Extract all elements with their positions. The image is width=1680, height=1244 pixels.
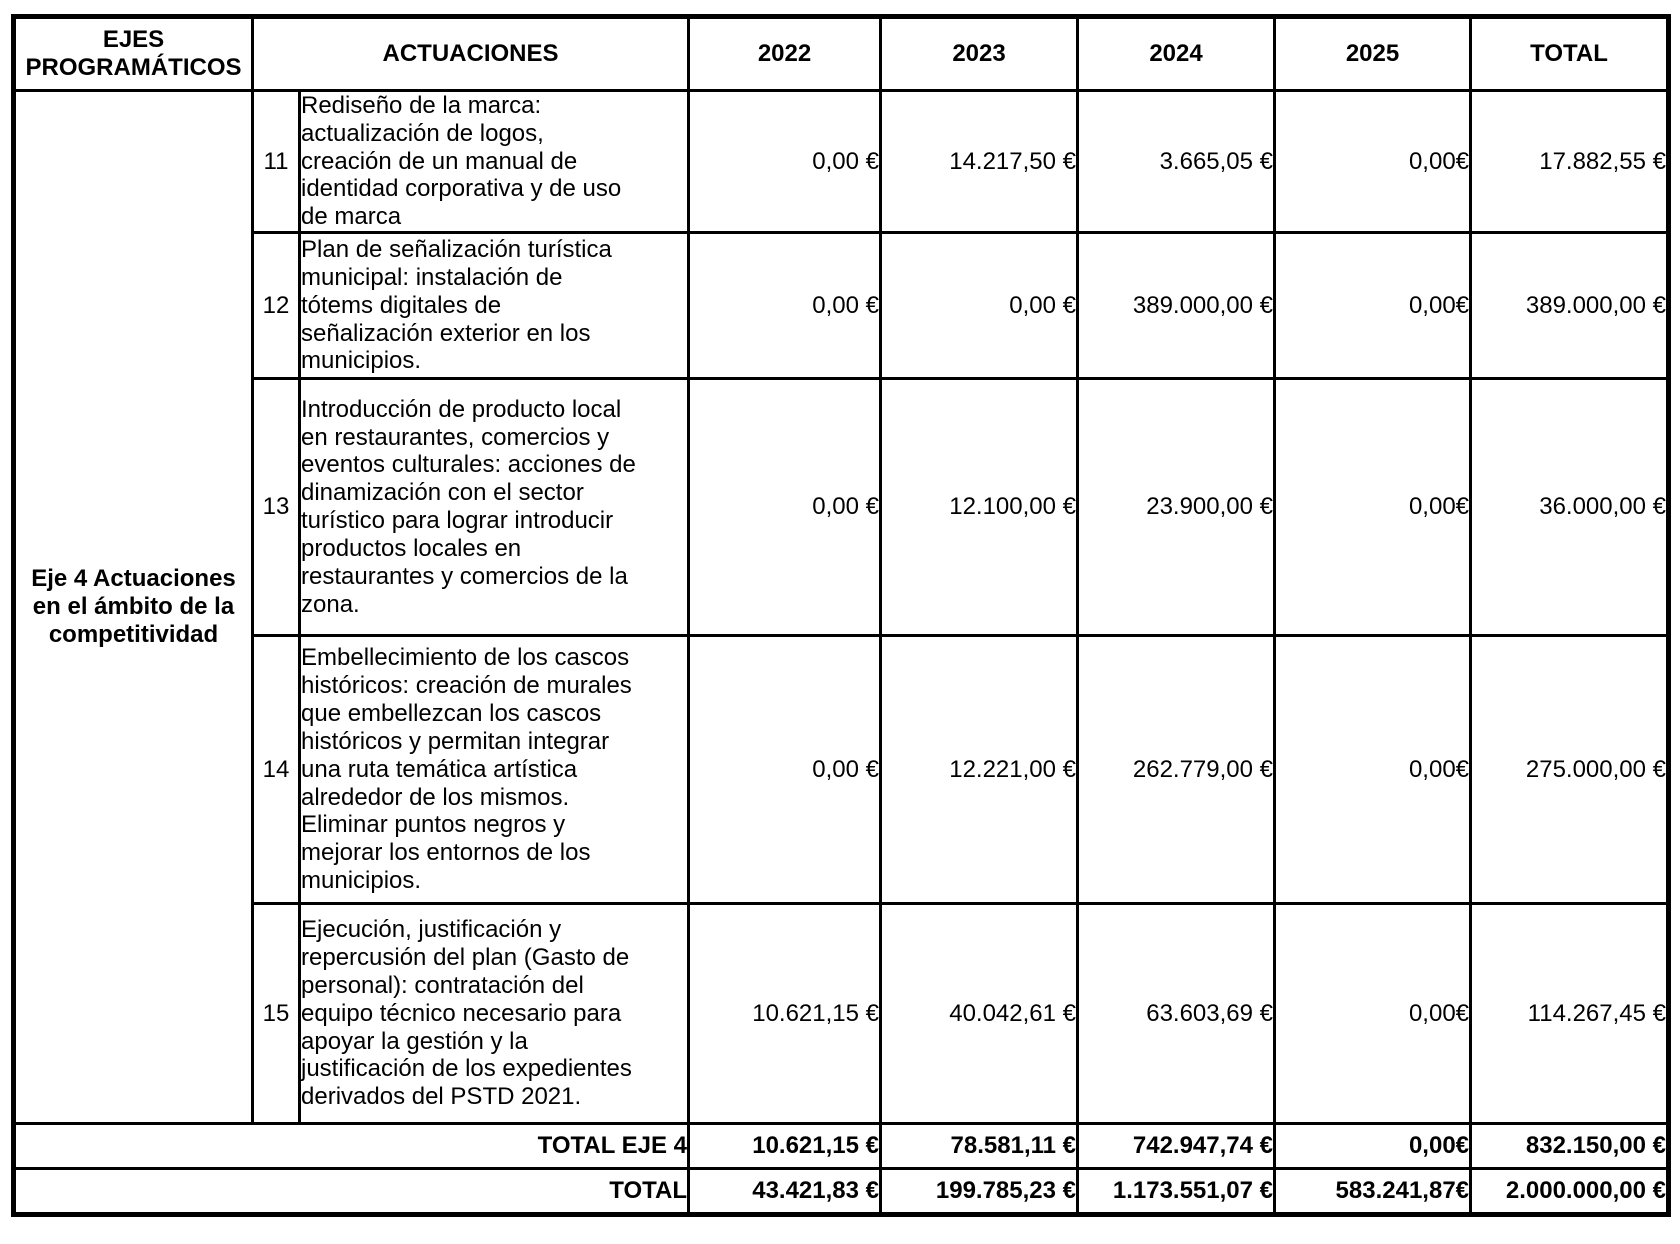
header-2022: 2022 [687,15,883,92]
actuacion-15-2025: 0,00€ [1273,902,1473,1126]
actuacion-14-total: 275.000,00 € [1469,634,1671,906]
actuacion-13-descripcion: Introducción de producto local en restau… [297,377,691,638]
actuacion-14-2025: 0,00€ [1273,634,1473,906]
actuacion-15-descripcion: Ejecución, justificación y repercusión d… [297,902,691,1126]
actuacion-14-2023: 12.221,00 € [879,634,1080,906]
actuacion-14-num: 14 [251,634,301,906]
actuacion-14-2022: 0,00 € [687,634,883,906]
header-ejes-programaticos: EJES PROGRAMÁTICOS [12,15,254,92]
actuacion-14-2024: 262.779,00 € [1076,634,1277,906]
actuacion-14-descripcion: Embellecimiento de los cascos históricos… [297,634,691,906]
grand-total-total: 2.000.000,00 € [1469,1167,1671,1217]
actuacion-11-2022: 0,00 € [687,88,883,235]
header-2023: 2023 [879,15,1080,92]
actuacion-12-2024: 389.000,00 € [1076,231,1277,381]
header-actuaciones: ACTUACIONES [250,15,691,92]
actuacion-13-total: 36.000,00 € [1469,377,1671,638]
total-eje4-total: 832.150,00 € [1469,1122,1671,1171]
table-header-row: EJES PROGRAMÁTICOS ACTUACIONES 2022 2023… [12,15,1671,92]
actuacion-11-2024: 3.665,05 € [1076,88,1277,235]
actuacion-15-2023: 40.042,61 € [879,902,1080,1126]
header-2025: 2025 [1273,15,1473,92]
total-eje4-2025: 0,00€ [1273,1122,1473,1171]
actuacion-15-2022: 10.621,15 € [687,902,883,1126]
actuacion-11-2025: 0,00€ [1273,88,1473,235]
table-row-actuacion-12: 12 Plan de señalización turística munici… [14,231,1671,381]
actuacion-12-2023: 0,00 € [879,231,1080,381]
table-row-actuacion-11: Eje 4 Actuaciones en el ámbito de la com… [12,88,1671,1126]
header-2024: 2024 [1076,15,1277,92]
table-row-actuacion-13: 13 Introducción de producto local en res… [14,377,1671,638]
actuacion-13-num: 13 [251,377,301,638]
actuacion-15-total: 114.267,45 € [1469,902,1671,1126]
actuacion-12-total: 389.000,00 € [1469,231,1671,381]
actuacion-12-2022: 0,00 € [687,231,883,381]
grand-total-2023: 199.785,23 € [879,1167,1080,1217]
actuacion-11-total: 17.882,55 € [1469,88,1671,235]
actuacion-13-2024: 23.900,00 € [1076,377,1277,638]
actuacion-13-2025: 0,00€ [1273,377,1473,638]
grand-total-2022: 43.421,83 € [687,1167,883,1217]
total-eje4-2022: 10.621,15 € [687,1122,883,1171]
total-eje4-2024: 742.947,74 € [1076,1122,1277,1171]
actuacion-13-2022: 0,00 € [687,377,883,638]
header-total: TOTAL [1469,15,1671,92]
budget-table: EJES PROGRAMÁTICOS ACTUACIONES 2022 2023… [11,14,1672,1218]
table-row-grand-total: TOTAL 43.421,83 € 199.785,23 € 1.173.551… [11,1167,1671,1217]
actuacion-12-descripcion: Plan de señalización turística municipal… [297,231,691,381]
actuacion-13-2023: 12.100,00 € [879,377,1080,638]
grand-total-2024: 1.173.551,07 € [1076,1167,1277,1217]
table-row-total-eje4: TOTAL EJE 4 10.621,15 € 78.581,11 € 742.… [11,1122,1671,1171]
table-row-actuacion-14: 14 Embellecimiento de los cascos históri… [14,634,1671,906]
eje4-label-cell: Eje 4 Actuaciones en el ámbito de la com… [12,88,254,1126]
grand-total-label: TOTAL [11,1167,691,1217]
actuacion-11-2023: 14.217,50 € [879,88,1080,235]
actuacion-15-num: 15 [251,902,301,1126]
actuacion-12-2025: 0,00€ [1273,231,1473,381]
actuacion-11-descripcion: Rediseño de la marca: actualización de l… [297,88,691,235]
actuacion-15-2024: 63.603,69 € [1076,902,1277,1126]
total-eje4-2023: 78.581,11 € [879,1122,1080,1171]
table-row-actuacion-15: 15 Ejecución, justificación y repercusió… [14,902,1671,1126]
actuacion-11-num: 11 [251,88,301,235]
actuacion-12-num: 12 [251,231,301,381]
grand-total-2025: 583.241,87€ [1273,1167,1473,1217]
total-eje4-label: TOTAL EJE 4 [11,1122,691,1171]
